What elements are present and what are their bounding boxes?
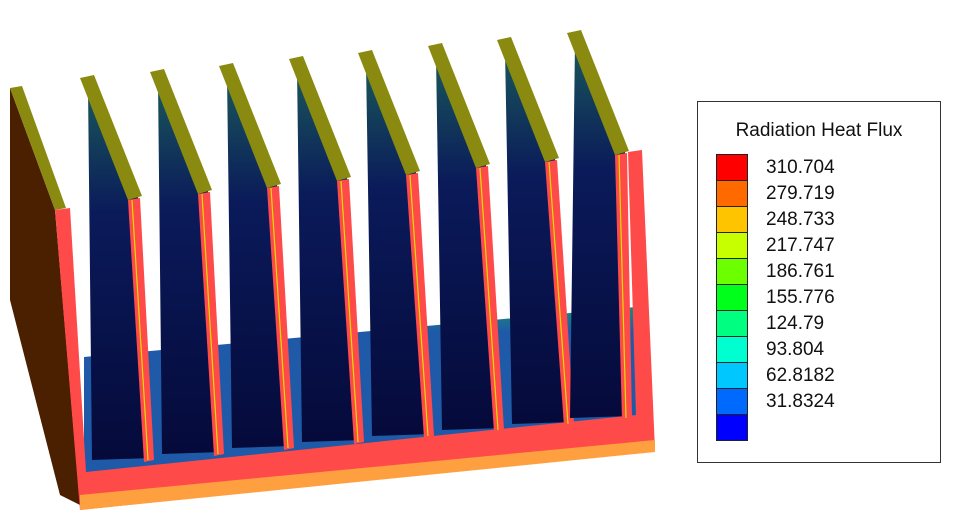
fin-face [88,82,152,460]
heat-sink-contour-view [10,30,655,510]
legend-swatch [716,310,748,337]
legend-entry: 279.719 [716,180,926,207]
legend-value: 248.733 [766,209,835,230]
left-side-wall-top [10,86,66,210]
legend-value: 217.747 [766,235,835,256]
fin-top-edge [428,43,490,168]
legend-swatch [716,258,748,285]
fin-face [505,44,572,424]
legend-entry: 310.704 [716,154,926,181]
fin-contour-line [548,161,569,425]
legend-swatch [716,414,748,441]
legend-swatch [716,206,748,233]
legend-value: 62.8182 [766,365,835,386]
fin-front-edge [476,166,504,432]
fin-front-edge [545,160,574,426]
legend-value: 186.761 [766,261,835,282]
fin-front-edge [615,153,632,420]
legend-swatch [716,336,748,363]
fin-top-edge [289,56,351,181]
fin-top-edge [80,75,142,200]
fin-front-edge [337,179,364,444]
legend-entry: 155.776 [716,284,926,311]
legend-entry: 248.733 [716,206,926,233]
legend-swatch [716,154,748,181]
legend-swatch [716,180,748,207]
fin-contour-line [340,180,359,443]
fin-contour-line [270,187,289,449]
fin-contour-line [409,174,429,437]
legend-value: 279.719 [766,183,835,204]
legend-entry: 124.79 [716,310,926,337]
legend-entry: 217.747 [716,232,926,259]
fin-contour-line [201,193,219,455]
fin-contour-line [479,167,499,431]
legend-value: 31.8324 [766,391,835,412]
fin-face [366,57,432,436]
fin-face [158,76,222,454]
legend-value: 155.776 [766,287,835,308]
fin-front-edge [128,198,154,462]
fin-face [436,50,502,430]
legend-entry [716,414,926,441]
fin-face [227,70,292,448]
fin-top-edge [150,69,212,194]
fin-front-edge [406,173,434,438]
legend-entry: 62.8182 [716,362,926,389]
fin-front-edge [267,186,294,450]
legend-entry: 93.804 [716,336,926,363]
bottom-orange-strip [80,440,655,510]
fin-top-edge [219,63,281,188]
legend-swatch [716,232,748,259]
legend-entry: 31.8324 [716,388,926,415]
fin-contour-line [131,199,149,461]
legend-value: 93.804 [766,339,825,360]
left-side-wall [10,88,80,505]
legend-value: 310.704 [766,157,835,178]
fin-contour-line [618,154,627,419]
fin-face [297,63,362,442]
legend-entry: 186.761 [716,258,926,285]
fin-top-edge [497,37,559,162]
legend-swatch [716,284,748,311]
legend-panel: Radiation Heat Flux 310.704 279.719 248.73… [697,101,941,463]
legend-value: 124.79 [766,313,825,334]
legend-title: Radiation Heat Flux [735,120,903,141]
legend-swatch [716,362,748,389]
fin-front-edge [198,192,224,456]
legend-swatch [716,388,748,415]
fin-top-edge [567,30,629,155]
fin-top-edge [358,50,420,175]
front-frame-hot [55,150,655,510]
